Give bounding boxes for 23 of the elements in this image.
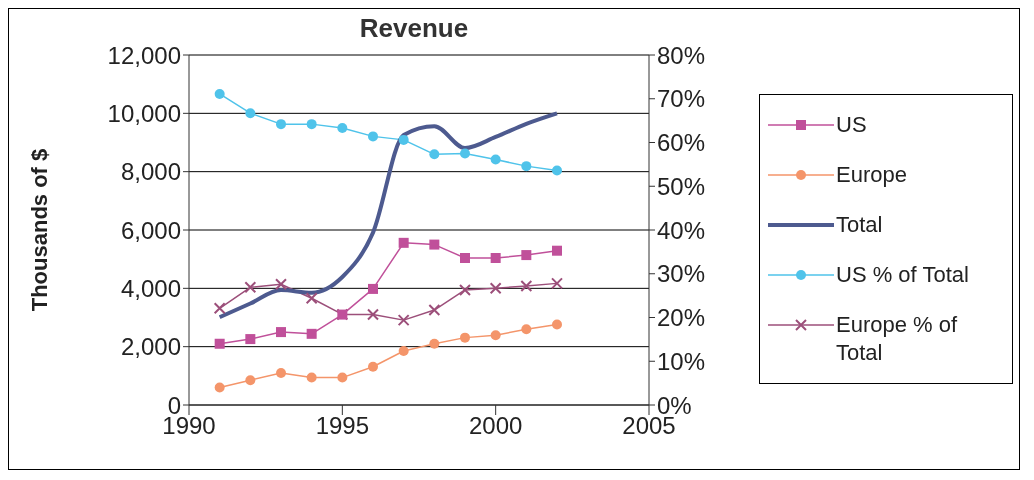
legend-label: Europe [836,161,907,189]
y2-tick-label: 50% [657,172,706,200]
y2-tick-label: 40% [657,216,706,244]
y-tick-label: 2,000 [120,333,181,361]
y2-tick-label: 10% [657,347,706,375]
legend-label: Europe % of Total [836,311,959,367]
legend-label: Total [836,211,883,239]
y-tick-label: 8,000 [120,158,181,186]
x-tick-label: 1995 [315,412,370,440]
y2-tick-label: 30% [657,260,706,288]
y2-tick-label: 80% [657,41,706,69]
chart-title: Revenue [359,13,469,43]
y-tick-label: 10,000 [107,99,181,127]
y2-tick-label: 20% [657,304,706,332]
y-tick-label: 4,000 [120,274,181,302]
y2-tick-label: 70% [657,85,706,113]
y-tick-label: 12,000 [107,41,181,69]
y2-tick-label: 60% [657,129,706,157]
y-tick-label: 6,000 [120,216,181,244]
legend-label: US % of Total [836,261,969,289]
legend-label: US [836,111,867,139]
x-tick-label: 2000 [468,412,523,440]
y-axis-title: Thousands of $ [26,148,52,312]
